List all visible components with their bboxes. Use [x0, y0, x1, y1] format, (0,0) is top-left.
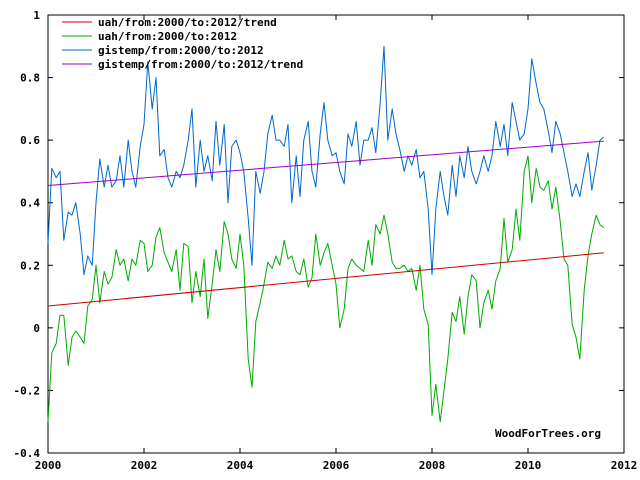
y-tick-label: -0.2 — [14, 384, 41, 397]
y-tick-label: -0.4 — [14, 447, 41, 460]
x-tick-label: 2006 — [323, 459, 350, 472]
y-tick-label: 0.8 — [20, 72, 40, 85]
legend: uah/from:2000/to:2012/trenduah/from:2000… — [62, 16, 303, 71]
y-tick-label: 0 — [33, 322, 40, 335]
legend-label: gistemp/from:2000/to:2012/trend — [98, 58, 303, 71]
y-tick-label: 1 — [33, 9, 40, 22]
x-tick-label: 2002 — [131, 459, 158, 472]
y-tick-label: 0.6 — [20, 134, 40, 147]
y-tick-label: 0.2 — [20, 259, 40, 272]
series-lines — [47, 45, 605, 423]
series-line-3 — [47, 140, 604, 186]
x-tick-label: 2000 — [35, 459, 62, 472]
legend-label: gistemp/from:2000/to:2012 — [98, 44, 264, 57]
series-line-2 — [47, 45, 605, 276]
x-axis: 2000 2002 2004 2006 2008 2010 2012 — [35, 15, 638, 472]
series-line-0 — [47, 252, 604, 307]
x-tick-label: 2012 — [611, 459, 638, 472]
x-tick-label: 2010 — [515, 459, 542, 472]
plot-area — [47, 14, 625, 454]
x-tick-label: 2004 — [227, 459, 254, 472]
series-line-1 — [47, 155, 605, 423]
x-tick-label: 2008 — [419, 459, 446, 472]
y-tick-label: 0.4 — [20, 197, 40, 210]
legend-label: uah/from:2000/to:2012 — [98, 30, 237, 43]
credit-annotation: WoodForTrees.org — [495, 427, 601, 440]
legend-label: uah/from:2000/to:2012/trend — [98, 16, 277, 29]
y-axis: -0.4 -0.2 0 0.2 0.4 0.6 0.8 1 — [14, 9, 624, 460]
